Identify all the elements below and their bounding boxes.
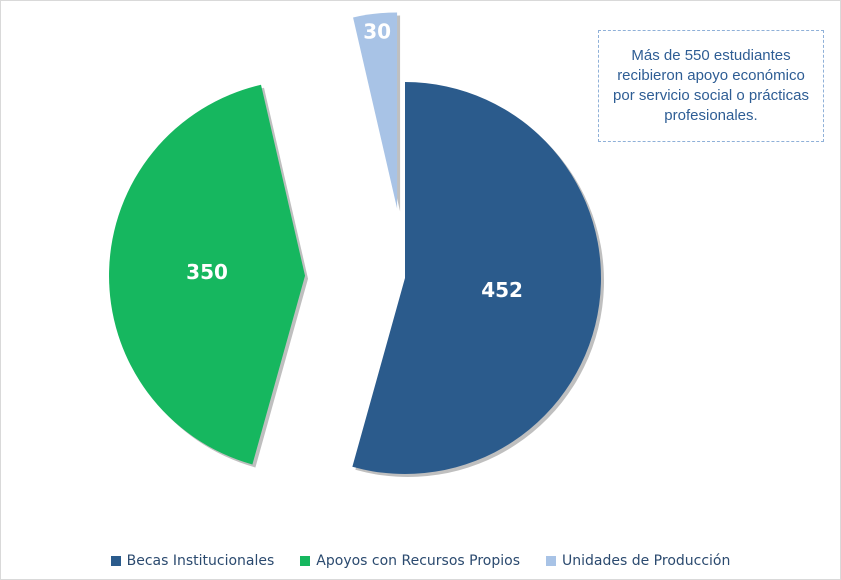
legend-item: Becas Institucionales [110, 553, 275, 569]
legend-swatch [546, 556, 556, 566]
legend-swatch [110, 556, 121, 566]
legend-label: Apoyos con Recursos Propios [316, 553, 520, 569]
data-label: 350 [186, 260, 228, 284]
data-label: 452 [481, 278, 523, 302]
legend-item: Unidades de Producción [546, 553, 730, 569]
legend: Becas Institucionales Apoyos con Recursos… [0, 553, 841, 569]
slice [353, 12, 398, 209]
legend-label: Unidades de Producción [562, 553, 731, 569]
data-label: 30 [363, 20, 391, 44]
legend-label: Becas Institucionales [126, 553, 275, 569]
legend-item: Apoyos con Recursos Propios [300, 553, 520, 569]
annotation: Más de 550 estudiantes recibieron apoyo … [598, 30, 824, 142]
slice [109, 84, 306, 465]
slice [352, 82, 602, 475]
legend-swatch [300, 556, 311, 566]
